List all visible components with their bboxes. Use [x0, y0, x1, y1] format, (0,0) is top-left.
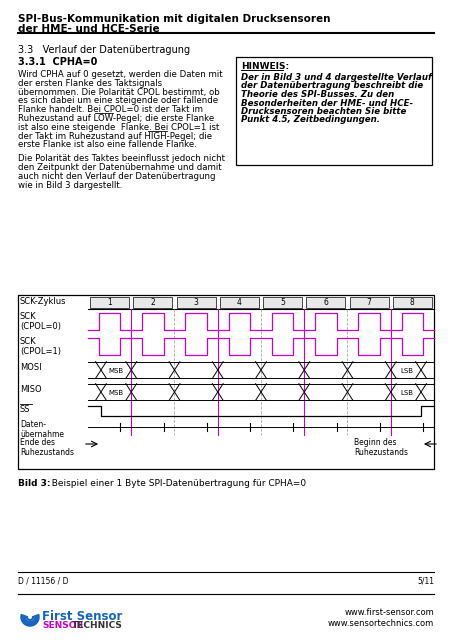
Text: Ruhezustand auf LOW-Pegel; die erste Flanke: Ruhezustand auf LOW-Pegel; die erste Fla… [18, 114, 214, 123]
Text: 8: 8 [409, 298, 414, 307]
Text: 3.3   Verlauf der Datenübertragung: 3.3 Verlauf der Datenübertragung [18, 45, 190, 55]
Text: D / 11156 / D: D / 11156 / D [18, 577, 69, 586]
Text: SCK
(CPOL=1): SCK (CPOL=1) [20, 337, 61, 356]
Text: SS: SS [20, 405, 30, 414]
Text: der ersten Flanke des Taktsignals: der ersten Flanke des Taktsignals [18, 79, 162, 88]
Text: SCK-Zyklus: SCK-Zyklus [20, 297, 66, 306]
Text: SENSOR: SENSOR [42, 621, 83, 630]
Text: 5: 5 [280, 298, 285, 307]
Text: übernommen. Die Polarität CPOL bestimmt, ob: übernommen. Die Polarität CPOL bestimmt,… [18, 88, 219, 97]
Text: Beginn des
Ruhezustands: Beginn des Ruhezustands [353, 438, 407, 458]
Text: Flanke handelt. Bei CPOL=0 ist der Takt im: Flanke handelt. Bei CPOL=0 ist der Takt … [18, 105, 202, 114]
Text: 3: 3 [193, 298, 198, 307]
Text: www.first-sensor.com: www.first-sensor.com [344, 608, 433, 617]
Text: 4: 4 [236, 298, 241, 307]
Text: 6: 6 [323, 298, 327, 307]
Text: Beispiel einer 1 Byte SPI-Datenübertragung für CPHA=0: Beispiel einer 1 Byte SPI-Datenübertragu… [46, 479, 305, 488]
Text: TECHNICS: TECHNICS [72, 621, 123, 630]
Text: es sich dabei um eine steigende oder fallende: es sich dabei um eine steigende oder fal… [18, 97, 218, 106]
Text: der HME- und HCE-Serie: der HME- und HCE-Serie [18, 24, 159, 34]
Text: 2: 2 [150, 298, 155, 307]
Text: auch nicht den Verlauf der Datenübertragung: auch nicht den Verlauf der Datenübertrag… [18, 172, 215, 180]
Bar [392, 297, 431, 308]
Bar [90, 297, 129, 308]
Text: Ende des
Ruhezustands: Ende des Ruhezustands [20, 438, 74, 458]
Bar [18, 295, 433, 469]
Text: MSB: MSB [108, 390, 123, 396]
Bar [349, 297, 388, 308]
Text: ist also eine steigende  Flanke. Bei CPOL=1 ist: ist also eine steigende Flanke. Bei CPOL… [18, 123, 219, 132]
Text: Daten-
übernahme: Daten- übernahme [20, 420, 64, 440]
Text: Punkt 4.5, Zeitbedingungen.: Punkt 4.5, Zeitbedingungen. [240, 115, 379, 125]
Text: MOSI: MOSI [20, 363, 41, 372]
Bar [262, 297, 301, 308]
Text: MSB: MSB [108, 368, 123, 374]
Text: Bild 3:: Bild 3: [18, 479, 51, 488]
Text: der Takt im Ruhezustand auf HIGH-Pegel; die: der Takt im Ruhezustand auf HIGH-Pegel; … [18, 132, 212, 141]
Text: SCK
(CPOL=0): SCK (CPOL=0) [20, 312, 61, 332]
Bar [235, 57, 431, 165]
Text: Der in Bild 3 und 4 dargestellte Verlauf: Der in Bild 3 und 4 dargestellte Verlauf [240, 73, 431, 82]
Text: Die Polarität des Taktes beeinflusst jedoch nicht: Die Polarität des Taktes beeinflusst jed… [18, 154, 225, 163]
Bar [306, 297, 345, 308]
Text: HINWEIS:: HINWEIS: [240, 62, 289, 71]
Text: Wird CPHA auf 0 gesetzt, werden die Daten mit: Wird CPHA auf 0 gesetzt, werden die Date… [18, 70, 222, 79]
Text: MISO: MISO [20, 385, 41, 394]
Text: LSB: LSB [400, 368, 413, 374]
Text: Theorie des SPI-Busses. Zu den: Theorie des SPI-Busses. Zu den [240, 90, 393, 99]
Text: wie in Bild 3 dargestellt.: wie in Bild 3 dargestellt. [18, 180, 122, 189]
Text: 1: 1 [107, 298, 112, 307]
Text: der Datenübertragung beschreibt die: der Datenübertragung beschreibt die [240, 81, 422, 90]
Text: LSB: LSB [400, 390, 413, 396]
Text: 7: 7 [366, 298, 371, 307]
Text: 3.3.1  CPHA=0: 3.3.1 CPHA=0 [18, 57, 97, 67]
Bar [133, 297, 172, 308]
Text: SPI-Bus-Kommunikation mit digitalen Drucksensoren: SPI-Bus-Kommunikation mit digitalen Druc… [18, 14, 330, 24]
Bar [220, 297, 258, 308]
Text: den Zeitpunkt der Datenübernahme und damit: den Zeitpunkt der Datenübernahme und dam… [18, 163, 221, 172]
Text: 5/11: 5/11 [416, 577, 433, 586]
Text: Besonderheiten der HME- und HCE-: Besonderheiten der HME- und HCE- [240, 99, 412, 108]
Text: First Sensor: First Sensor [42, 610, 122, 623]
Bar [176, 297, 215, 308]
Text: erste Flanke ist also eine fallende Flanke.: erste Flanke ist also eine fallende Flan… [18, 140, 197, 149]
Text: www.sensortechnics.com: www.sensortechnics.com [327, 619, 433, 628]
Text: Drucksensoren beachten Sie bitte: Drucksensoren beachten Sie bitte [240, 107, 405, 116]
